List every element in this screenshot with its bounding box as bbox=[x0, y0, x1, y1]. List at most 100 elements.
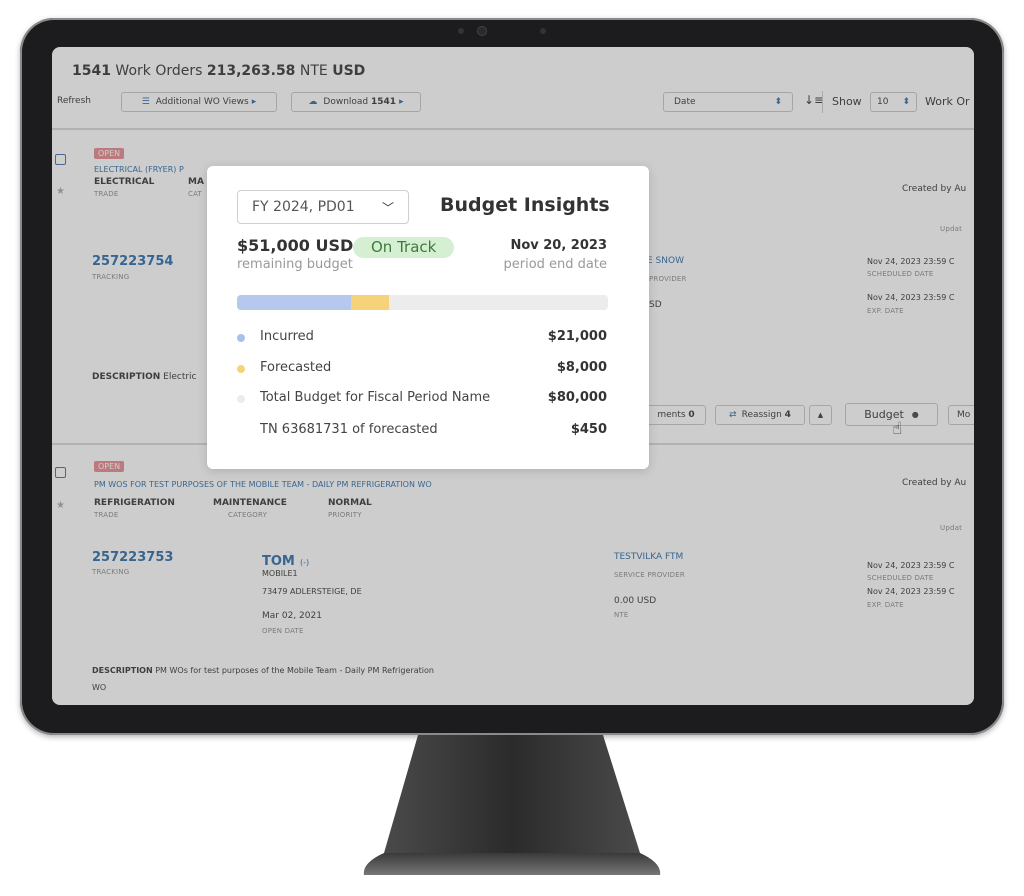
more-label: Mo bbox=[957, 410, 971, 420]
per-page-label: Work Or bbox=[925, 95, 970, 108]
checkbox[interactable] bbox=[55, 467, 66, 478]
tracking-label: TRACKING bbox=[92, 273, 130, 281]
expand-button[interactable]: ▲ bbox=[809, 405, 832, 425]
wo-title[interactable]: ELECTRICAL (FRYER) P bbox=[94, 165, 184, 174]
nte: SD bbox=[649, 300, 662, 310]
category: MAINTENANCE bbox=[213, 498, 287, 508]
description-label: DESCRIPTION bbox=[92, 372, 161, 382]
provider[interactable]: TESTVILKA FTM bbox=[614, 552, 684, 562]
sensor bbox=[540, 28, 546, 34]
trade-label: TRADE bbox=[94, 190, 119, 198]
views-button[interactable]: ☰ Additional WO Views ▸ bbox=[121, 92, 277, 112]
created-by: Created by Au bbox=[902, 184, 967, 194]
legend-dot bbox=[237, 395, 245, 403]
location[interactable]: TOM (-) bbox=[262, 550, 309, 569]
checkbox[interactable] bbox=[55, 154, 66, 165]
trade: REFRIGERATION bbox=[94, 498, 175, 508]
tracking-label: TRACKING bbox=[92, 568, 130, 576]
description: DESCRIPTION Electric bbox=[92, 372, 197, 382]
star[interactable]: ★ bbox=[56, 500, 65, 511]
scheduled-label: SCHEDULED DATE bbox=[867, 574, 934, 582]
category-label: CATEGORY bbox=[228, 511, 268, 519]
nte-amount: 213,263.58 bbox=[206, 63, 296, 79]
divider bbox=[52, 128, 974, 130]
header: 1541 Work Orders 213,263.58 NTE USD bbox=[72, 63, 365, 79]
description-text: WO bbox=[92, 683, 107, 692]
camera bbox=[478, 27, 486, 35]
tracking-number[interactable]: 257223754 bbox=[92, 254, 174, 269]
stand-base bbox=[363, 853, 661, 875]
legend-amount: $21,000 bbox=[547, 329, 607, 344]
legend-amount: $8,000 bbox=[556, 360, 607, 375]
sort-order-icon[interactable]: ↓≡ bbox=[804, 93, 825, 107]
description: DESCRIPTION PM WOs for test purposes of … bbox=[92, 666, 434, 675]
scheduled-label: SCHEDULED DATE bbox=[867, 270, 934, 278]
status-badge: OPEN bbox=[94, 461, 125, 472]
comments-label: ments bbox=[657, 410, 686, 420]
forecasted-segment bbox=[351, 295, 389, 310]
wo-count: 1541 bbox=[72, 63, 111, 79]
provider-label: PROVIDER bbox=[649, 275, 687, 283]
legend-amount: $450 bbox=[570, 422, 607, 437]
status-badge: OPEN bbox=[94, 148, 125, 159]
legend-label: TN 63681731 of forecasted bbox=[260, 422, 438, 437]
views-label: Additional WO Views bbox=[155, 97, 249, 107]
reassign-count: 4 bbox=[784, 410, 791, 420]
download-label: Download bbox=[323, 97, 369, 107]
updated: Updat bbox=[940, 225, 963, 233]
reassign-label: Reassign bbox=[741, 410, 782, 420]
show-label: Show bbox=[832, 95, 862, 108]
nte-label: NTE bbox=[614, 611, 629, 619]
exp-date: Nov 24, 2023 23:59 C bbox=[867, 587, 955, 596]
legend-label: Total Budget for Fiscal Period Name bbox=[260, 390, 491, 405]
period-select[interactable]: FY 2024, PD01 ﹀ bbox=[237, 190, 409, 224]
budget-label: Budget bbox=[864, 408, 904, 421]
description-label: DESCRIPTION bbox=[92, 666, 153, 675]
cursor: ☝ bbox=[892, 419, 903, 439]
reassign-button[interactable]: ⇄ Reassign 4 bbox=[715, 405, 805, 425]
wo-title[interactable]: PM WOS FOR TEST PURPOSES OF THE MOBILE T… bbox=[94, 480, 432, 489]
open-date-label: OPEN DATE bbox=[262, 627, 304, 635]
location-code: (-) bbox=[299, 558, 310, 567]
popup-title: Budget Insights bbox=[440, 194, 610, 216]
remaining-label: remaining budget bbox=[237, 257, 353, 272]
tracking-number[interactable]: 257223753 bbox=[92, 550, 174, 565]
description-text: Electric bbox=[163, 372, 197, 382]
store: MOBILE1 bbox=[262, 569, 298, 578]
nte: 0.00 USD bbox=[614, 596, 657, 606]
comments-count: 0 bbox=[688, 410, 695, 420]
star[interactable]: ★ bbox=[56, 186, 65, 197]
exp-label: EXP. DATE bbox=[867, 307, 904, 315]
more-button[interactable]: Mo bbox=[948, 405, 974, 425]
page-size-select[interactable]: 10 ⬍ bbox=[870, 92, 917, 112]
stand-neck bbox=[384, 735, 640, 853]
sort-label: Date bbox=[674, 97, 696, 107]
monitor-stand bbox=[363, 735, 661, 875]
address: 73479 ADLERSTEIGE, DE bbox=[262, 587, 362, 596]
priority-label: PRIORITY bbox=[328, 511, 362, 519]
trade-label: TRADE bbox=[94, 511, 119, 519]
trade: ELECTRICAL bbox=[94, 177, 155, 187]
download-button[interactable]: ☁ Download 1541 ▸ bbox=[291, 92, 421, 112]
legend-label: Forecasted bbox=[260, 360, 332, 375]
provider[interactable]: E SNOW bbox=[647, 256, 684, 266]
created-by: Created by Au bbox=[902, 478, 967, 488]
remaining-amount: $51,000 USD bbox=[237, 236, 354, 255]
legend-dot bbox=[237, 365, 245, 373]
refresh-button[interactable]: Refresh bbox=[57, 96, 91, 106]
budget-bar bbox=[237, 295, 608, 310]
scheduled-date: Nov 24, 2023 23:59 C bbox=[867, 561, 955, 570]
end-date-label: period end date bbox=[503, 257, 607, 272]
updated: Updat bbox=[940, 524, 963, 532]
legend-label: Incurred bbox=[260, 329, 314, 344]
incurred-segment bbox=[237, 295, 351, 310]
page-size: 10 bbox=[877, 97, 889, 107]
category-label: CAT bbox=[188, 190, 203, 198]
end-date: Nov 20, 2023 bbox=[510, 238, 607, 253]
sort-select[interactable]: Date ⬍ bbox=[663, 92, 793, 112]
exp-date: Nov 24, 2023 23:59 C bbox=[867, 293, 955, 302]
exp-label: EXP. DATE bbox=[867, 601, 904, 609]
budget-button[interactable]: Budget ● bbox=[845, 403, 938, 426]
currency: USD bbox=[332, 63, 366, 79]
